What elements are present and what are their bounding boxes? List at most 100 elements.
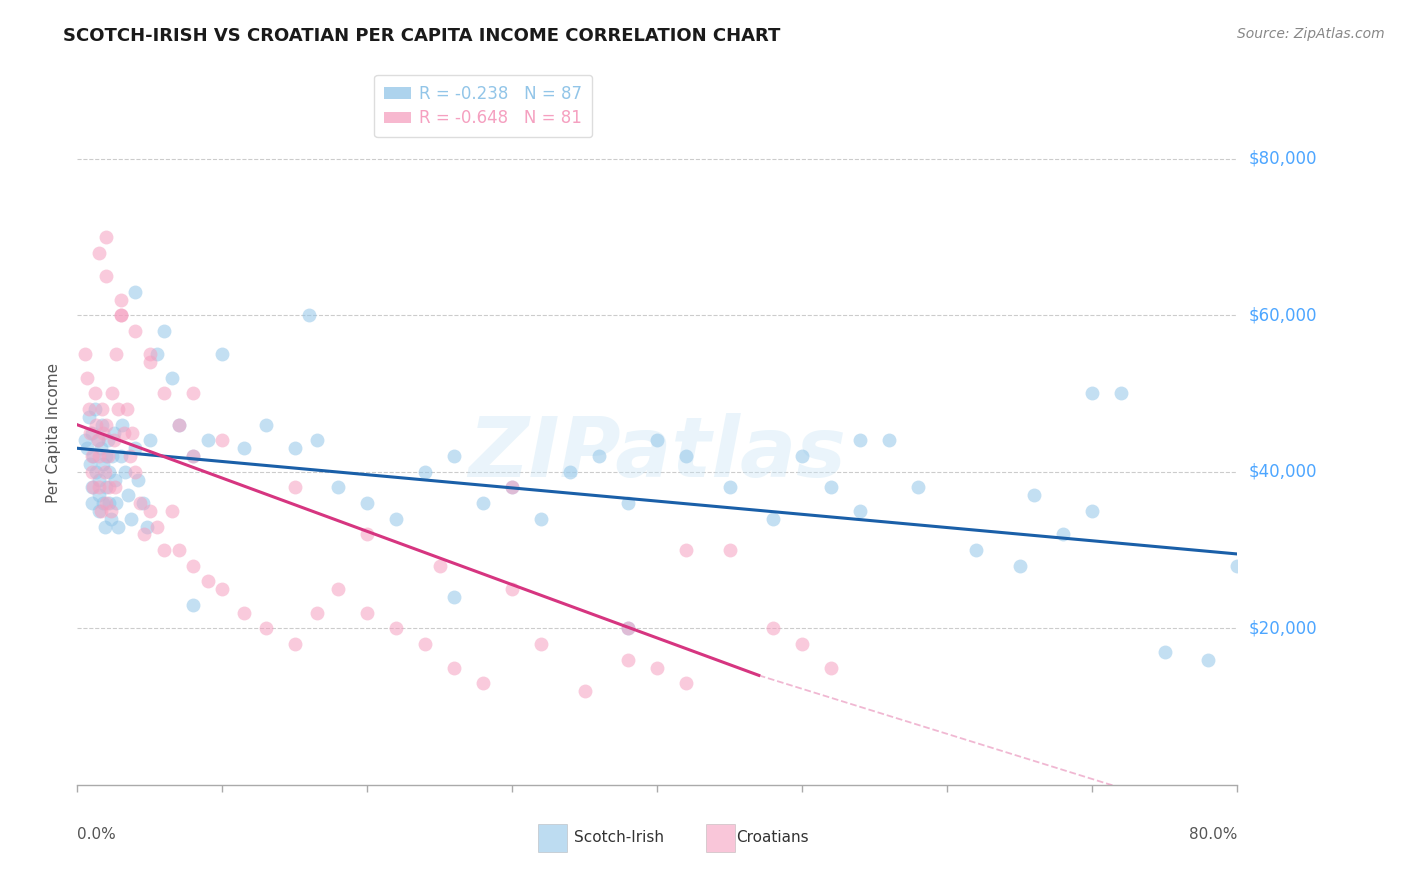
Point (820, 660, 842, 674)
Point (136, 519, 159, 533)
Text: 80.0%: 80.0% (1189, 827, 1237, 842)
Point (101, 386, 124, 401)
Point (87, 488, 110, 502)
Point (77, 409, 100, 424)
Point (90, 442, 111, 456)
Point (80, 496, 103, 510)
Point (1081, 504, 1104, 518)
Point (877, 434, 901, 448)
Point (103, 434, 125, 448)
Point (160, 371, 183, 385)
Point (111, 417, 134, 432)
Point (284, 442, 307, 456)
Point (675, 676, 697, 690)
Point (96, 480, 118, 494)
Point (93, 496, 115, 510)
Point (305, 434, 328, 448)
Point (197, 434, 219, 448)
Point (1197, 653, 1219, 667)
Point (124, 465, 146, 479)
Point (413, 637, 436, 651)
Point (792, 637, 814, 651)
Point (472, 676, 495, 690)
Y-axis label: Per Capita Income: Per Capita Income (45, 362, 60, 503)
Point (76, 442, 98, 456)
Point (443, 449, 465, 463)
Point (233, 442, 256, 456)
Point (100, 504, 122, 518)
Point (718, 480, 741, 494)
Point (429, 558, 451, 573)
Text: Croatians: Croatians (737, 830, 808, 846)
Point (183, 449, 205, 463)
Point (96, 268, 118, 283)
Point (617, 621, 640, 635)
Point (98, 480, 121, 494)
Point (965, 543, 987, 558)
Point (82, 449, 104, 463)
Point (91, 402, 114, 417)
Point (413, 465, 436, 479)
Point (96, 496, 118, 510)
Point (103, 425, 125, 440)
Point (146, 347, 169, 361)
Point (675, 543, 697, 558)
Point (588, 449, 610, 463)
Point (530, 637, 553, 651)
Point (80, 449, 103, 463)
Point (284, 480, 307, 494)
Point (617, 496, 640, 510)
Point (183, 558, 205, 573)
Point (762, 621, 785, 635)
Point (93, 457, 115, 471)
FancyBboxPatch shape (538, 823, 567, 852)
Point (110, 308, 132, 322)
Point (110, 308, 132, 322)
Point (167, 417, 190, 432)
Point (124, 285, 146, 299)
Point (305, 606, 328, 620)
Point (110, 449, 132, 463)
Point (83, 402, 105, 417)
Point (127, 473, 149, 487)
Point (87, 473, 110, 487)
Point (560, 465, 582, 479)
Point (90, 504, 111, 518)
Point (211, 434, 233, 448)
Point (96, 230, 118, 244)
Point (131, 496, 153, 510)
Point (385, 512, 408, 526)
Point (82, 480, 104, 494)
Point (820, 480, 842, 494)
Point (73, 434, 96, 448)
Point (84, 465, 107, 479)
Point (647, 660, 669, 674)
Text: Source: ZipAtlas.com: Source: ZipAtlas.com (1237, 27, 1385, 41)
Point (87, 245, 110, 260)
Point (254, 417, 277, 432)
Point (96, 417, 118, 432)
Point (112, 425, 135, 440)
Point (328, 582, 350, 597)
Point (1052, 527, 1074, 541)
Point (1153, 645, 1175, 659)
Point (79, 457, 101, 471)
FancyBboxPatch shape (706, 823, 735, 852)
Text: Scotch-Irish: Scotch-Irish (574, 830, 664, 846)
Point (153, 543, 176, 558)
Point (574, 684, 596, 698)
Point (153, 324, 176, 338)
Point (139, 504, 162, 518)
Legend: R = -0.238   N = 87, R = -0.648   N = 81: R = -0.238 N = 87, R = -0.648 N = 81 (374, 75, 592, 137)
Point (762, 512, 785, 526)
Point (183, 449, 205, 463)
Point (501, 480, 523, 494)
Point (97, 449, 120, 463)
Point (167, 543, 190, 558)
Point (1024, 488, 1046, 502)
Point (87, 480, 110, 494)
Point (233, 606, 256, 620)
Point (124, 324, 146, 338)
Point (530, 512, 553, 526)
Point (254, 621, 277, 635)
